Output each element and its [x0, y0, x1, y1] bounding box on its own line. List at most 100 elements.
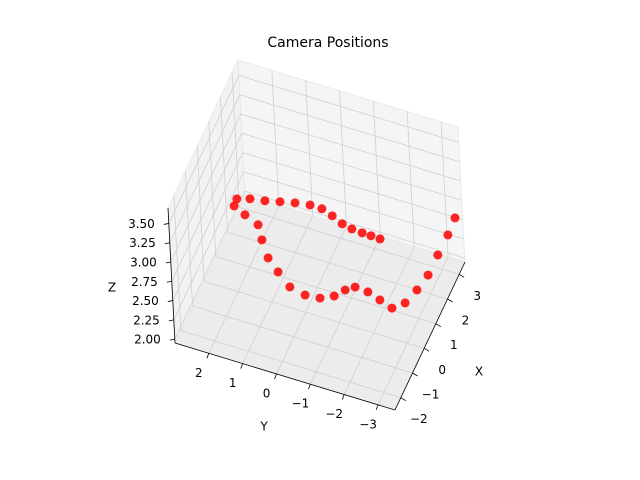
- y-axis-line: [174, 342, 396, 411]
- grid-line: [192, 305, 413, 374]
- grid-line: [240, 113, 461, 182]
- grid-line: [372, 101, 381, 237]
- tick-mark: [458, 273, 465, 278]
- grid-line: [204, 280, 425, 349]
- point: [366, 231, 376, 241]
- grid-line: [169, 94, 241, 243]
- grid-line: [276, 225, 347, 375]
- y-tick-label: −1: [292, 397, 310, 411]
- z-axis-line: [167, 207, 176, 344]
- y-axis-label: Y: [259, 420, 268, 434]
- grid-line: [171, 133, 243, 282]
- x-tick-label: 0: [438, 363, 446, 377]
- point: [240, 210, 250, 220]
- tick-mark: [435, 323, 442, 328]
- tick-mark: [163, 223, 169, 225]
- grid-line: [305, 80, 314, 216]
- point: [327, 211, 337, 221]
- x-tick-label: 3: [473, 289, 481, 303]
- x-tick-label: 2: [462, 314, 470, 328]
- x-axis-line: [394, 261, 466, 411]
- point: [260, 196, 270, 206]
- tick-mark: [169, 338, 175, 341]
- point: [347, 224, 357, 234]
- point: [363, 287, 373, 297]
- point: [232, 194, 242, 204]
- grid-line: [215, 256, 436, 325]
- y-tick-label: −2: [325, 407, 343, 421]
- grid-line: [343, 246, 415, 395]
- grid-line: [377, 256, 449, 406]
- point: [423, 270, 433, 280]
- grid-line: [242, 215, 314, 364]
- grid-line: [208, 205, 280, 354]
- point: [317, 204, 327, 214]
- chart-title: Camera Positions: [267, 35, 388, 51]
- point: [357, 228, 367, 238]
- point: [275, 197, 285, 207]
- y-tick-label: 2: [195, 366, 203, 380]
- point: [400, 298, 410, 308]
- x-tick-label: −2: [410, 412, 428, 426]
- z-tick-label: 2.50: [132, 294, 159, 308]
- point: [443, 230, 453, 240]
- y-tick-label: 0: [263, 386, 271, 400]
- point: [375, 234, 385, 244]
- point: [340, 285, 350, 295]
- point: [253, 220, 263, 230]
- z-tick-label: 2.75: [131, 275, 158, 289]
- point: [305, 200, 315, 210]
- point: [450, 213, 460, 223]
- point: [290, 198, 300, 208]
- grid-line: [241, 132, 462, 201]
- x-axis-label: X: [475, 365, 483, 379]
- point: [329, 291, 339, 301]
- tick-mark: [400, 397, 407, 402]
- point: [245, 194, 255, 204]
- point: [337, 219, 347, 229]
- right-pane: [237, 59, 466, 263]
- tick-mark: [166, 280, 172, 283]
- z-tick-label: 3.50: [128, 217, 155, 231]
- x-tick-label: −1: [422, 388, 440, 402]
- tick-mark: [447, 298, 453, 303]
- grid-line: [180, 330, 401, 399]
- tick-mark: [168, 319, 174, 322]
- z-axis-label: Z: [108, 281, 116, 295]
- point: [375, 295, 385, 305]
- tick-mark: [240, 363, 244, 369]
- point: [300, 290, 310, 300]
- z-tick-label: 2.00: [134, 333, 161, 347]
- point: [273, 267, 283, 277]
- point: [229, 201, 239, 211]
- grid-line: [242, 152, 463, 220]
- tick-mark: [341, 394, 345, 400]
- grid-line: [239, 206, 460, 275]
- grid-line: [243, 171, 464, 240]
- point: [433, 250, 443, 260]
- grid-line: [238, 75, 459, 143]
- grid-line: [170, 113, 242, 263]
- grid-line: [271, 70, 280, 206]
- grid-line: [310, 236, 381, 385]
- point: [387, 303, 397, 313]
- grid-line: [239, 94, 460, 163]
- point: [315, 293, 325, 303]
- tick-mark: [206, 353, 210, 359]
- z-tick-label: 3.25: [129, 236, 156, 250]
- tick-mark: [375, 404, 379, 410]
- z-tick-label: 3.00: [130, 256, 157, 270]
- grid-line: [172, 152, 244, 301]
- z-tick-label: 2.25: [133, 313, 160, 327]
- point: [285, 282, 295, 292]
- point: [350, 282, 360, 292]
- grid-line: [168, 75, 240, 224]
- tick-mark: [423, 347, 430, 352]
- point: [263, 253, 273, 263]
- tick-mark: [308, 384, 311, 390]
- tick-mark: [164, 242, 170, 245]
- y-tick-label: −3: [359, 417, 377, 431]
- grid-line: [174, 190, 246, 340]
